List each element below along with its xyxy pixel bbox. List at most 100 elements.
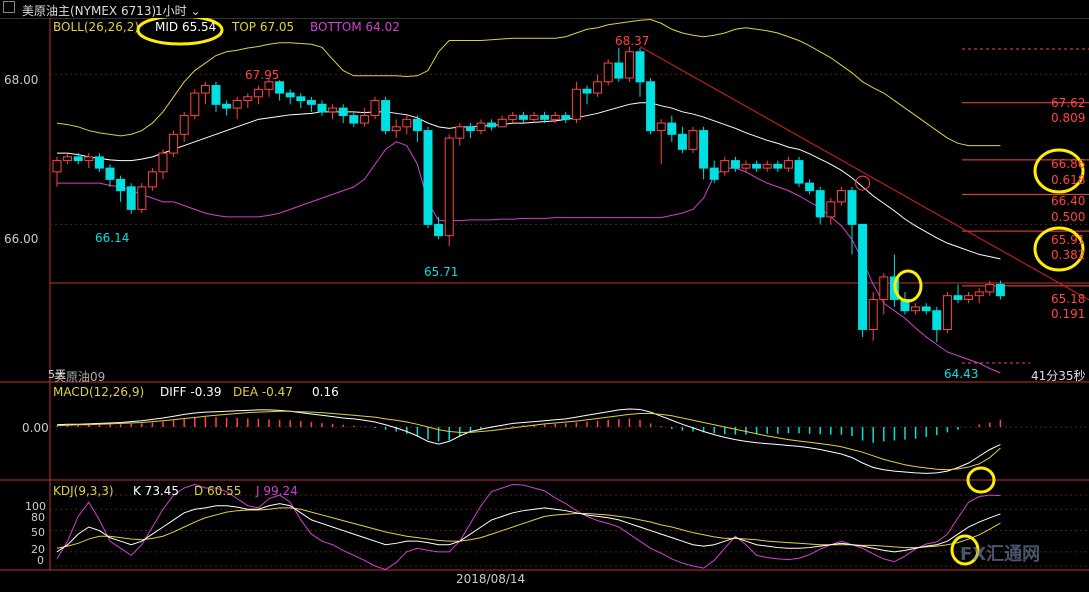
candle-body [222,103,232,109]
kdj-d-value: D 60.55 [194,484,242,498]
candle-body [794,160,804,184]
kdj-y-tick-100: 100 [25,500,46,513]
candle-body [826,201,836,218]
kdj-indicator-label[interactable]: KDJ(9,3,3) [53,484,114,498]
candle-body [688,130,698,150]
candle-body [190,92,200,117]
candle-body [211,85,221,105]
fib-price-0618: 66.86 [1051,157,1086,171]
candle-body [126,186,136,210]
period-tag: 5天 [48,368,66,381]
timeframe-label: 1小时 [155,4,187,18]
macd-diff-value: DIFF -0.39 [160,385,222,399]
candle-body [497,118,507,128]
boll-top-value: TOP 67.05 [232,20,295,34]
candle-body [942,295,952,330]
minimize-icon[interactable] [3,1,15,13]
trend-touch-marker [855,175,871,191]
highlight-kdj-cross [950,534,980,566]
trend-line [639,46,1089,301]
candle-body [328,107,338,113]
candle-body [402,118,412,128]
candle-body [836,190,846,203]
candle-body [338,107,348,117]
macd-dea-line [56,410,1001,471]
annotation-low-2: 65.71 [424,265,459,279]
candle-body [656,122,666,132]
candle-body [434,223,444,237]
candle-body [858,223,868,330]
candle-body [646,81,656,132]
candle-body [624,51,634,79]
candle-body [603,62,613,83]
candle-body [391,126,401,132]
boll-mid-line [57,102,1001,260]
y-tick-68: 68.00 [4,73,39,87]
kdj-k-line [56,503,1001,553]
fib-price-0382: 65.91 [1051,233,1086,247]
timeframe-selector[interactable]: 1小时 ⌄ [155,2,201,19]
candle-body [868,298,878,330]
bar-countdown: 41分35秒 [1031,369,1086,383]
chevron-down-icon: ⌄ [190,4,201,18]
candle-body [423,130,433,225]
candle-body [264,81,274,90]
candle-body [709,167,719,180]
fib-ratio-0809: 0.809 [1051,111,1086,125]
macd-diff-line [56,408,1001,474]
instrument-title[interactable]: 美原油主(NYMEX 6713) [22,4,157,18]
candle-body [381,100,391,132]
candle-body [911,306,921,312]
fib-ratio-0618: 0.618 [1051,173,1086,187]
candle-body [932,310,942,330]
candle-body [147,171,157,188]
annotation-low-1: 66.14 [95,231,130,245]
kdj-j-value: J 99.24 [256,484,298,498]
kdj-j-line [56,483,1001,571]
boll-top-line [56,18,1001,147]
candle-body [847,190,857,225]
candle-body [985,283,995,293]
candle-body [487,122,497,128]
candle-body [995,283,1005,297]
candle-body [105,167,115,180]
candle-body [73,156,83,162]
candle-body [200,85,210,94]
fib-ratio-0382: 0.382 [1051,248,1086,262]
candle-body [63,156,73,162]
watermark-logo: FX汇通网 [960,544,1041,565]
candle-body [614,62,624,79]
boll-indicator-label[interactable]: BOLL(26,26,2) [53,20,140,34]
candle-body [518,115,528,120]
candle-body [752,163,762,169]
chart-canvas[interactable] [0,18,1089,592]
candle-body [253,88,263,98]
fib-price-0500: 66.40 [1051,194,1086,208]
macd-indicator-label[interactable]: MACD(12,26,9) [53,385,145,399]
candle-body [974,291,984,297]
candle-body [243,96,253,102]
fib-ratio-0500: 0.500 [1051,210,1086,224]
boll-mid-value: MID 65.54 [155,20,217,34]
highlight-fib-0382 [1033,226,1085,272]
candle-body [444,137,454,237]
x-axis-date: 2018/08/14 [456,572,526,586]
candle-body [550,115,560,120]
candle-body [349,115,359,124]
candle-body [137,186,147,210]
candle-body [476,122,486,132]
macd-dea-value: DEA -0.47 [233,385,293,399]
candle-body [465,126,475,132]
candle-body [529,115,539,120]
candle-body [158,152,168,173]
kdj-d-line [56,507,1001,549]
kdj-k-value: K 73.45 [133,484,180,498]
candle-body [455,126,465,139]
fib-price-0191: 65.18 [1051,292,1086,306]
candle-body [169,133,179,154]
kdj-y-tick-20: 20 [31,543,45,556]
annotation-peak: 68.37 [615,34,650,48]
candle-body [667,122,677,135]
candle-body [116,178,126,192]
annotation-high-left: 67.95 [245,68,280,82]
